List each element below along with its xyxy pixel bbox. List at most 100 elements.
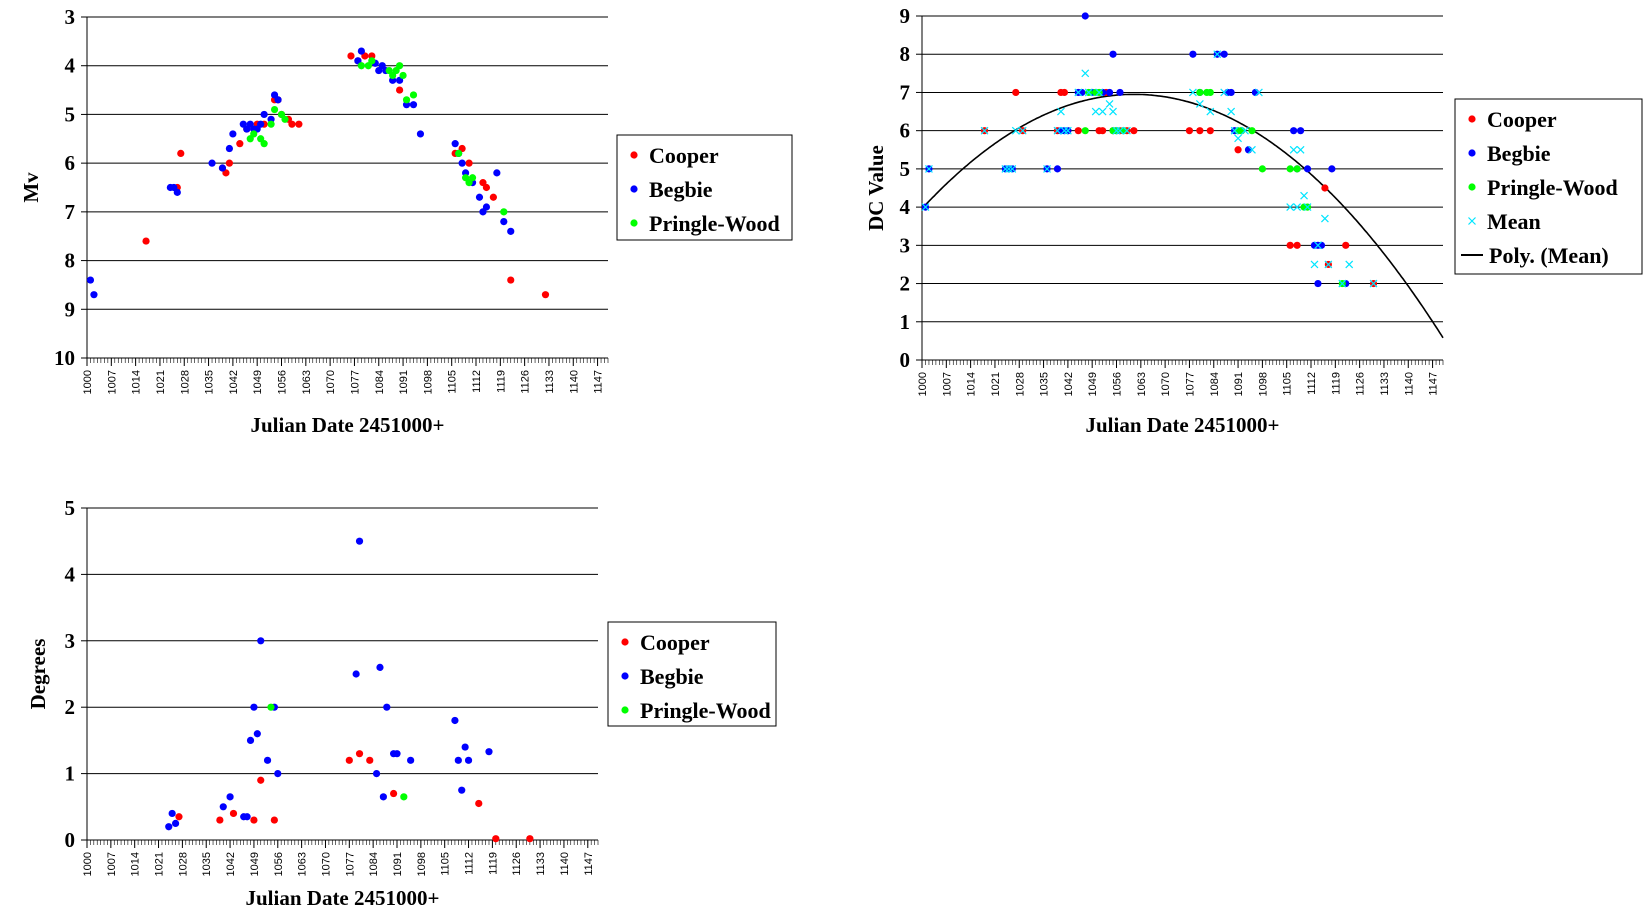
data-point (1293, 165, 1301, 173)
data-point (175, 813, 183, 821)
x-tick-label: 1049 (1087, 372, 1099, 396)
data-point (1109, 50, 1117, 58)
data-point (409, 91, 418, 99)
legend: Cooper Begbie Pringle-Wood Mean Poly. (Mean) (1454, 98, 1643, 275)
y-tick-label: 3 (65, 5, 76, 29)
data-point (1220, 50, 1228, 58)
legend-marker (630, 185, 638, 193)
data-point (455, 149, 463, 157)
data-point (500, 218, 508, 226)
chart-1: 3 4 5 6 7 8 9 10 1000 1007 1014 1021 1028 1035 1042 104… (19, 5, 793, 437)
data-point (347, 52, 355, 60)
x-tick-label: 1091 (398, 370, 410, 394)
x-tick-label: 1119 (487, 852, 499, 875)
data-point (1112, 126, 1121, 135)
x-tick-label: 1042 (225, 852, 237, 876)
data-point (1320, 214, 1329, 223)
data-point (507, 227, 515, 235)
legend-label: Pringle-Wood (640, 698, 771, 723)
data-point (925, 164, 933, 173)
x-tick-label: 1021 (990, 372, 1002, 396)
data-point (1130, 127, 1138, 135)
legend-marker (621, 706, 629, 714)
legend-marker (630, 219, 638, 227)
series-pringle-wood (246, 57, 508, 216)
legend: Cooper Begbie Pringle-Wood (607, 621, 777, 727)
data-point (1123, 126, 1131, 135)
data-point (980, 126, 989, 135)
series-cooper (142, 52, 550, 299)
data-point (1244, 146, 1253, 154)
data-point (1317, 241, 1326, 249)
data-point (1099, 127, 1107, 135)
x-tick-label: 1000 (82, 370, 94, 394)
series-cooper (175, 750, 534, 843)
x-tick-label: 1105 (440, 852, 452, 876)
legend: Cooper Begbie Pringle-Wood (616, 134, 793, 241)
legend-label: Cooper (640, 630, 710, 655)
data-point (400, 793, 408, 801)
x-tick-label: 1112 (471, 370, 483, 393)
data-point (1119, 127, 1128, 135)
data-point (229, 130, 237, 138)
data-point (1091, 107, 1100, 116)
data-point (1303, 165, 1312, 173)
data-point (1237, 127, 1246, 135)
legend-label: Begbie (649, 177, 713, 202)
x-tick-label: 1049 (252, 370, 264, 394)
data-point (168, 809, 176, 818)
y-axis: 0 1 2 3 4 5 6 7 8 9 (900, 4, 1443, 372)
y-tick-label: 4 (900, 195, 911, 219)
data-point (402, 96, 411, 104)
x-tick-label: 1119 (495, 370, 507, 393)
x-tick-label: 1063 (297, 852, 309, 876)
x-tick-label: 1133 (544, 370, 556, 394)
legend-marker (1468, 115, 1476, 123)
legend-label: Begbie (1487, 141, 1551, 166)
series-cooper (980, 88, 1378, 288)
data-point (1251, 88, 1260, 97)
data-point (1234, 134, 1242, 143)
data-point (409, 101, 418, 109)
data-point (1081, 127, 1089, 135)
x-tick-label: 1063 (1136, 372, 1148, 396)
x-tick-label: 1112 (1306, 372, 1318, 395)
data-point (489, 193, 497, 201)
data-point (366, 756, 374, 764)
data-point (1314, 279, 1322, 288)
data-point (1109, 107, 1117, 116)
x-tick-label: 1014 (130, 852, 142, 876)
data-point (1310, 260, 1319, 269)
data-point (236, 140, 244, 148)
y-tick-label: 9 (65, 297, 76, 321)
y-axis: 0 1 2 3 4 5 (65, 496, 598, 852)
x-tick-label: 1007 (106, 852, 118, 876)
data-point (541, 291, 550, 299)
data-point (1084, 88, 1093, 97)
y-tick-label: 8 (900, 42, 911, 66)
series-pringle-wood (267, 703, 408, 801)
data-point (1206, 107, 1215, 116)
data-point (1227, 107, 1236, 116)
y-tick-label: 5 (65, 496, 76, 520)
data-point (482, 203, 491, 211)
legend-box (616, 134, 793, 241)
x-tick-label: 1000 (917, 372, 929, 396)
x-tick-label: 1077 (344, 852, 356, 876)
data-point (257, 637, 265, 645)
data-point (1230, 126, 1239, 135)
data-point (399, 71, 407, 80)
x-tick-label: 1035 (201, 852, 213, 876)
data-point (1095, 88, 1104, 97)
data-point (407, 756, 415, 764)
x-tick-label: 1035 (1039, 372, 1051, 396)
x-tick-label: 1126 (520, 370, 532, 394)
data-point (485, 748, 493, 756)
x-tick-label: 1126 (511, 852, 523, 876)
data-point (267, 120, 275, 128)
series-begbie (165, 537, 493, 831)
data-point (226, 793, 234, 801)
y-tick-label: 4 (65, 54, 76, 78)
data-point (1206, 127, 1214, 135)
legend-label: Begbie (640, 664, 704, 689)
